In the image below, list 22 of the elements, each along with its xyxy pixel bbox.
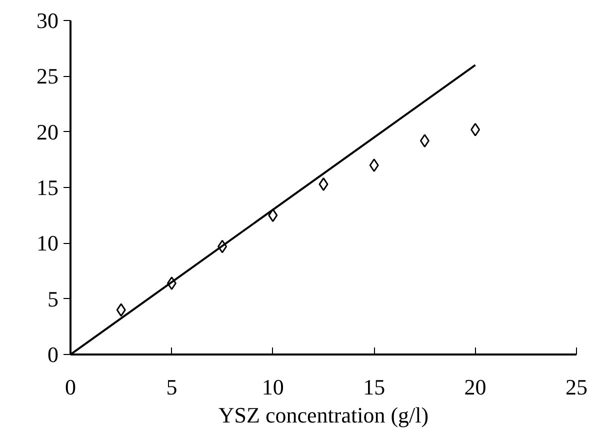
y-tick-label: 5 (48, 286, 58, 312)
x-tick-label: 15 (363, 374, 386, 400)
point (318, 177, 328, 191)
point (420, 134, 430, 148)
point (218, 240, 228, 254)
y-tick-label: 15 (36, 175, 58, 200)
y-tick-label: 0 (48, 342, 58, 367)
x-tick-label: 20 (464, 374, 486, 400)
y-tick-label: 25 (36, 64, 58, 89)
x-tick-label: 25 (566, 374, 588, 400)
point (166, 276, 176, 290)
y-tick-label: 10 (36, 230, 58, 256)
x-tick-label: 0 (65, 374, 76, 400)
y-tick-label: 30 (36, 8, 58, 33)
point (470, 122, 480, 136)
point (369, 158, 379, 172)
y-tick-label: 20 (36, 119, 58, 144)
point (116, 303, 126, 317)
point (268, 208, 278, 222)
x-tick-label: 10 (262, 374, 284, 400)
x-axis-title: YSZ concentration (g/l) (218, 402, 429, 428)
x-tick-label: 5 (166, 374, 178, 400)
